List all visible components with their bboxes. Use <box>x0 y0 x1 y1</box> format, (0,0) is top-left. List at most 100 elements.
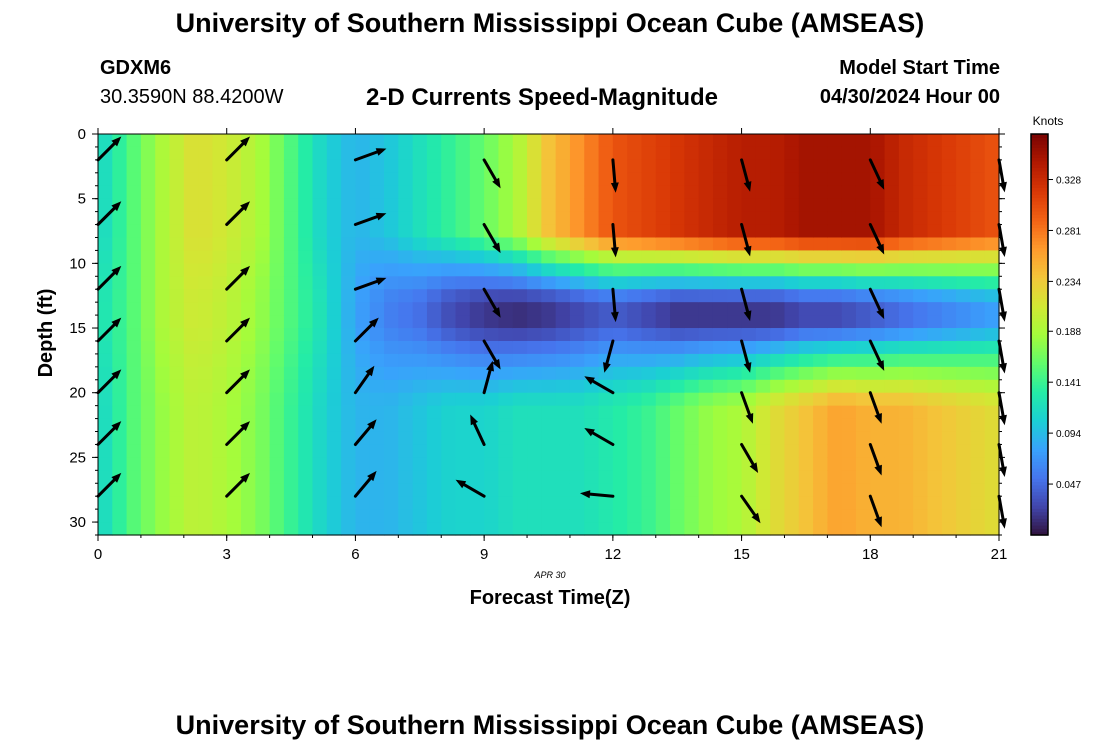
heatmap-cell <box>212 237 228 252</box>
heatmap-cell <box>398 302 414 316</box>
colorbar-segment <box>1031 314 1048 319</box>
heatmap-cell <box>269 276 285 290</box>
heatmap-cell <box>670 509 685 523</box>
heatmap-cell <box>655 237 671 252</box>
heatmap-cell <box>755 353 771 368</box>
heatmap-cell <box>784 250 800 264</box>
heatmap-cell <box>198 159 214 174</box>
heatmap-cell <box>655 457 671 471</box>
heatmap-cell <box>226 185 242 200</box>
heatmap-cell <box>898 289 914 303</box>
heatmap-cell <box>855 405 871 420</box>
heatmap-cell <box>813 392 828 407</box>
heatmap-cell <box>569 263 585 277</box>
heatmap-cell <box>870 379 886 394</box>
heatmap-cell <box>970 134 986 148</box>
heatmap-cell <box>627 159 643 174</box>
heatmap-cell <box>527 431 542 446</box>
heatmap-cell <box>541 172 557 187</box>
heatmap-cell <box>241 289 256 303</box>
heatmap-cell <box>484 522 500 536</box>
heatmap-cell <box>369 522 385 536</box>
heatmap-cell <box>798 366 814 381</box>
heatmap-cell <box>298 418 314 433</box>
colorbar-segment <box>1031 134 1048 138</box>
heatmap-cell <box>770 470 786 484</box>
heatmap-cell <box>684 522 700 536</box>
heatmap-cell <box>369 496 385 510</box>
heatmap-cell <box>283 496 299 510</box>
heatmap-cell <box>455 444 471 458</box>
current-vector <box>997 391 1007 426</box>
heatmap-cell <box>956 237 971 252</box>
heatmap-cell <box>913 405 929 420</box>
heatmap-cell <box>312 276 328 290</box>
heatmap-cell <box>241 509 256 523</box>
heatmap-cell <box>140 431 156 446</box>
heatmap-cell <box>312 444 328 458</box>
heatmap-cell <box>655 315 671 329</box>
heatmap-cell <box>569 457 585 471</box>
heatmap-cell <box>255 263 271 277</box>
heatmap-cell <box>841 470 857 484</box>
heatmap-cell <box>155 159 171 174</box>
heatmap-cell <box>984 366 1000 381</box>
heatmap-cell <box>984 340 1000 355</box>
heatmap-cell <box>283 340 299 355</box>
heatmap-cell <box>984 315 1000 329</box>
heatmap-cell <box>598 509 614 523</box>
heatmap-cell <box>512 366 528 381</box>
heatmap-cell <box>112 353 128 368</box>
heatmap-cell <box>670 483 685 497</box>
heatmap-cell <box>512 172 528 187</box>
colorbar-segment <box>1031 267 1048 272</box>
heatmap-cell <box>798 224 814 239</box>
heatmap-cell <box>698 315 714 329</box>
heatmap-cell <box>569 146 585 161</box>
heatmap-cell <box>584 237 600 252</box>
heatmap-cell <box>956 198 971 213</box>
heatmap-cell <box>813 340 828 355</box>
heatmap-cell <box>155 237 171 252</box>
colorbar-segment <box>1031 311 1048 316</box>
heatmap-cell <box>541 522 557 536</box>
heatmap-cell <box>884 289 900 303</box>
heatmap-cell <box>898 470 914 484</box>
heatmap-cell <box>727 483 743 497</box>
heatmap-cell <box>355 509 371 523</box>
heatmap-cell <box>298 198 314 213</box>
heatmap-cell <box>941 379 957 394</box>
heatmap-cell <box>112 289 128 303</box>
heatmap-cell <box>512 159 528 174</box>
heatmap-cell <box>941 496 957 510</box>
heatmap-cell <box>312 366 328 381</box>
colorbar-segment <box>1031 377 1048 382</box>
heatmap-cell <box>784 276 800 290</box>
heatmap-cell <box>212 353 228 368</box>
heatmap-cell <box>684 353 700 368</box>
heatmap-cell <box>770 276 786 290</box>
heatmap-cell <box>283 431 299 446</box>
heatmap-cell <box>140 509 156 523</box>
heatmap-cell <box>426 457 442 471</box>
heatmap-cell <box>641 405 657 420</box>
heatmap-cell <box>312 483 328 497</box>
heatmap-cell <box>98 250 113 264</box>
heatmap-cell <box>870 315 886 329</box>
heatmap-cell <box>670 224 685 239</box>
heatmap-cell <box>512 315 528 329</box>
heatmap-cell <box>655 496 671 510</box>
heatmap-cell <box>112 379 128 394</box>
heatmap-cell <box>641 457 657 471</box>
current-vector <box>868 223 885 255</box>
heatmap-cell <box>298 470 314 484</box>
heatmap-cell <box>541 431 557 446</box>
heatmap-cell <box>684 405 700 420</box>
heatmap-cell <box>241 185 256 200</box>
heatmap-cell <box>555 457 571 471</box>
heatmap-cell <box>455 198 471 213</box>
heatmap-cell <box>784 315 800 329</box>
heatmap-cell <box>255 444 271 458</box>
heatmap-cell <box>712 444 728 458</box>
heatmap-cell <box>855 353 871 368</box>
